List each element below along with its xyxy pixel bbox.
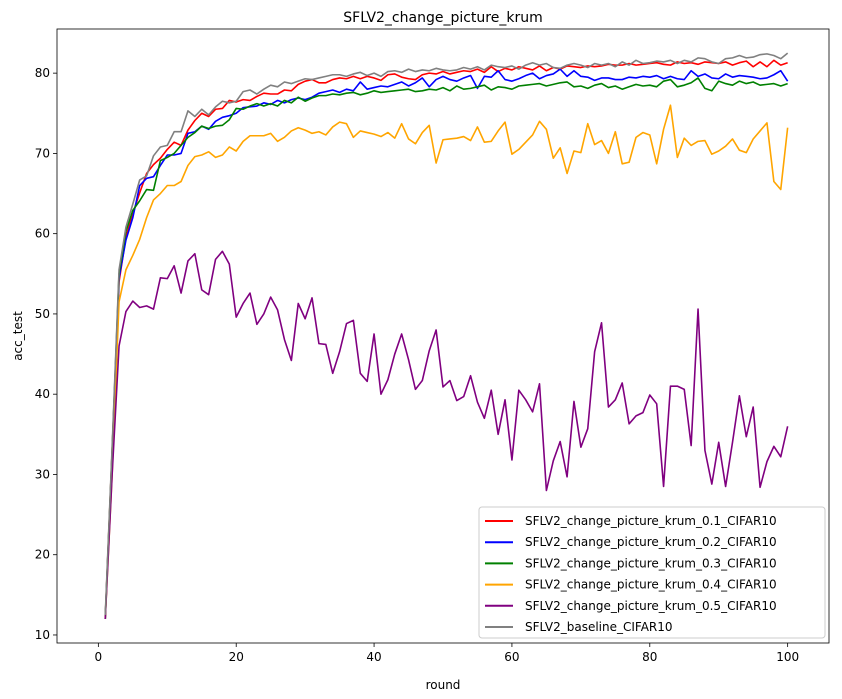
series-line-4 (104, 104, 789, 619)
y-tick-label-60: 60 (35, 227, 50, 241)
x-tick-label-80: 80 (642, 650, 657, 664)
y-tick-label-10: 10 (35, 628, 50, 642)
y-tick-label-50: 50 (35, 307, 50, 321)
y-axis-label: acc_test (11, 311, 25, 361)
y-tick-label-70: 70 (35, 146, 50, 160)
series-line-2 (104, 68, 789, 619)
legend-label-5: SFLV2_change_picture_krum_0.5_CIFAR10 (525, 599, 777, 613)
x-tick-label-40: 40 (366, 650, 381, 664)
x-axis-ticks: 0 20 40 60 80 100 (95, 643, 799, 664)
legend-box (478, 506, 826, 639)
y-tick-label-30: 30 (35, 467, 50, 481)
plot-lines (104, 52, 789, 619)
y-tick-label-80: 80 (35, 66, 50, 80)
legend-label-2: SFLV2_change_picture_krum_0.2_CIFAR10 (525, 535, 777, 549)
legend-label-4: SFLV2_change_picture_krum_0.4_CIFAR10 (525, 578, 777, 592)
legend-label-1: SFLV2_change_picture_krum_0.1_CIFAR10 (525, 514, 777, 528)
legend: SFLV2_change_picture_krum_0.1_CIFAR10 SFL… (478, 506, 826, 639)
legend-label-3: SFLV2_change_picture_krum_0.3_CIFAR10 (525, 556, 777, 570)
legend-label-6: SFLV2_baseline_CIFAR10 (525, 620, 673, 634)
series-line-3 (104, 77, 788, 619)
x-tick-label-0: 0 (95, 650, 103, 664)
plot-frame (56, 28, 830, 644)
y-tick-label-40: 40 (35, 387, 50, 401)
y-axis-ticks: 10 20 30 40 50 60 70 80 (35, 66, 57, 642)
series-line-5 (104, 250, 789, 619)
series-line-1 (104, 59, 788, 618)
series-line-6 (104, 52, 789, 615)
x-tick-label-100: 100 (776, 650, 799, 664)
chart-title: SFLV2_change_picture_krum (343, 10, 542, 26)
x-tick-label-60: 60 (504, 650, 519, 664)
y-tick-label-20: 20 (35, 548, 50, 562)
x-tick-label-20: 20 (229, 650, 244, 664)
x-axis-label: round (426, 678, 461, 692)
